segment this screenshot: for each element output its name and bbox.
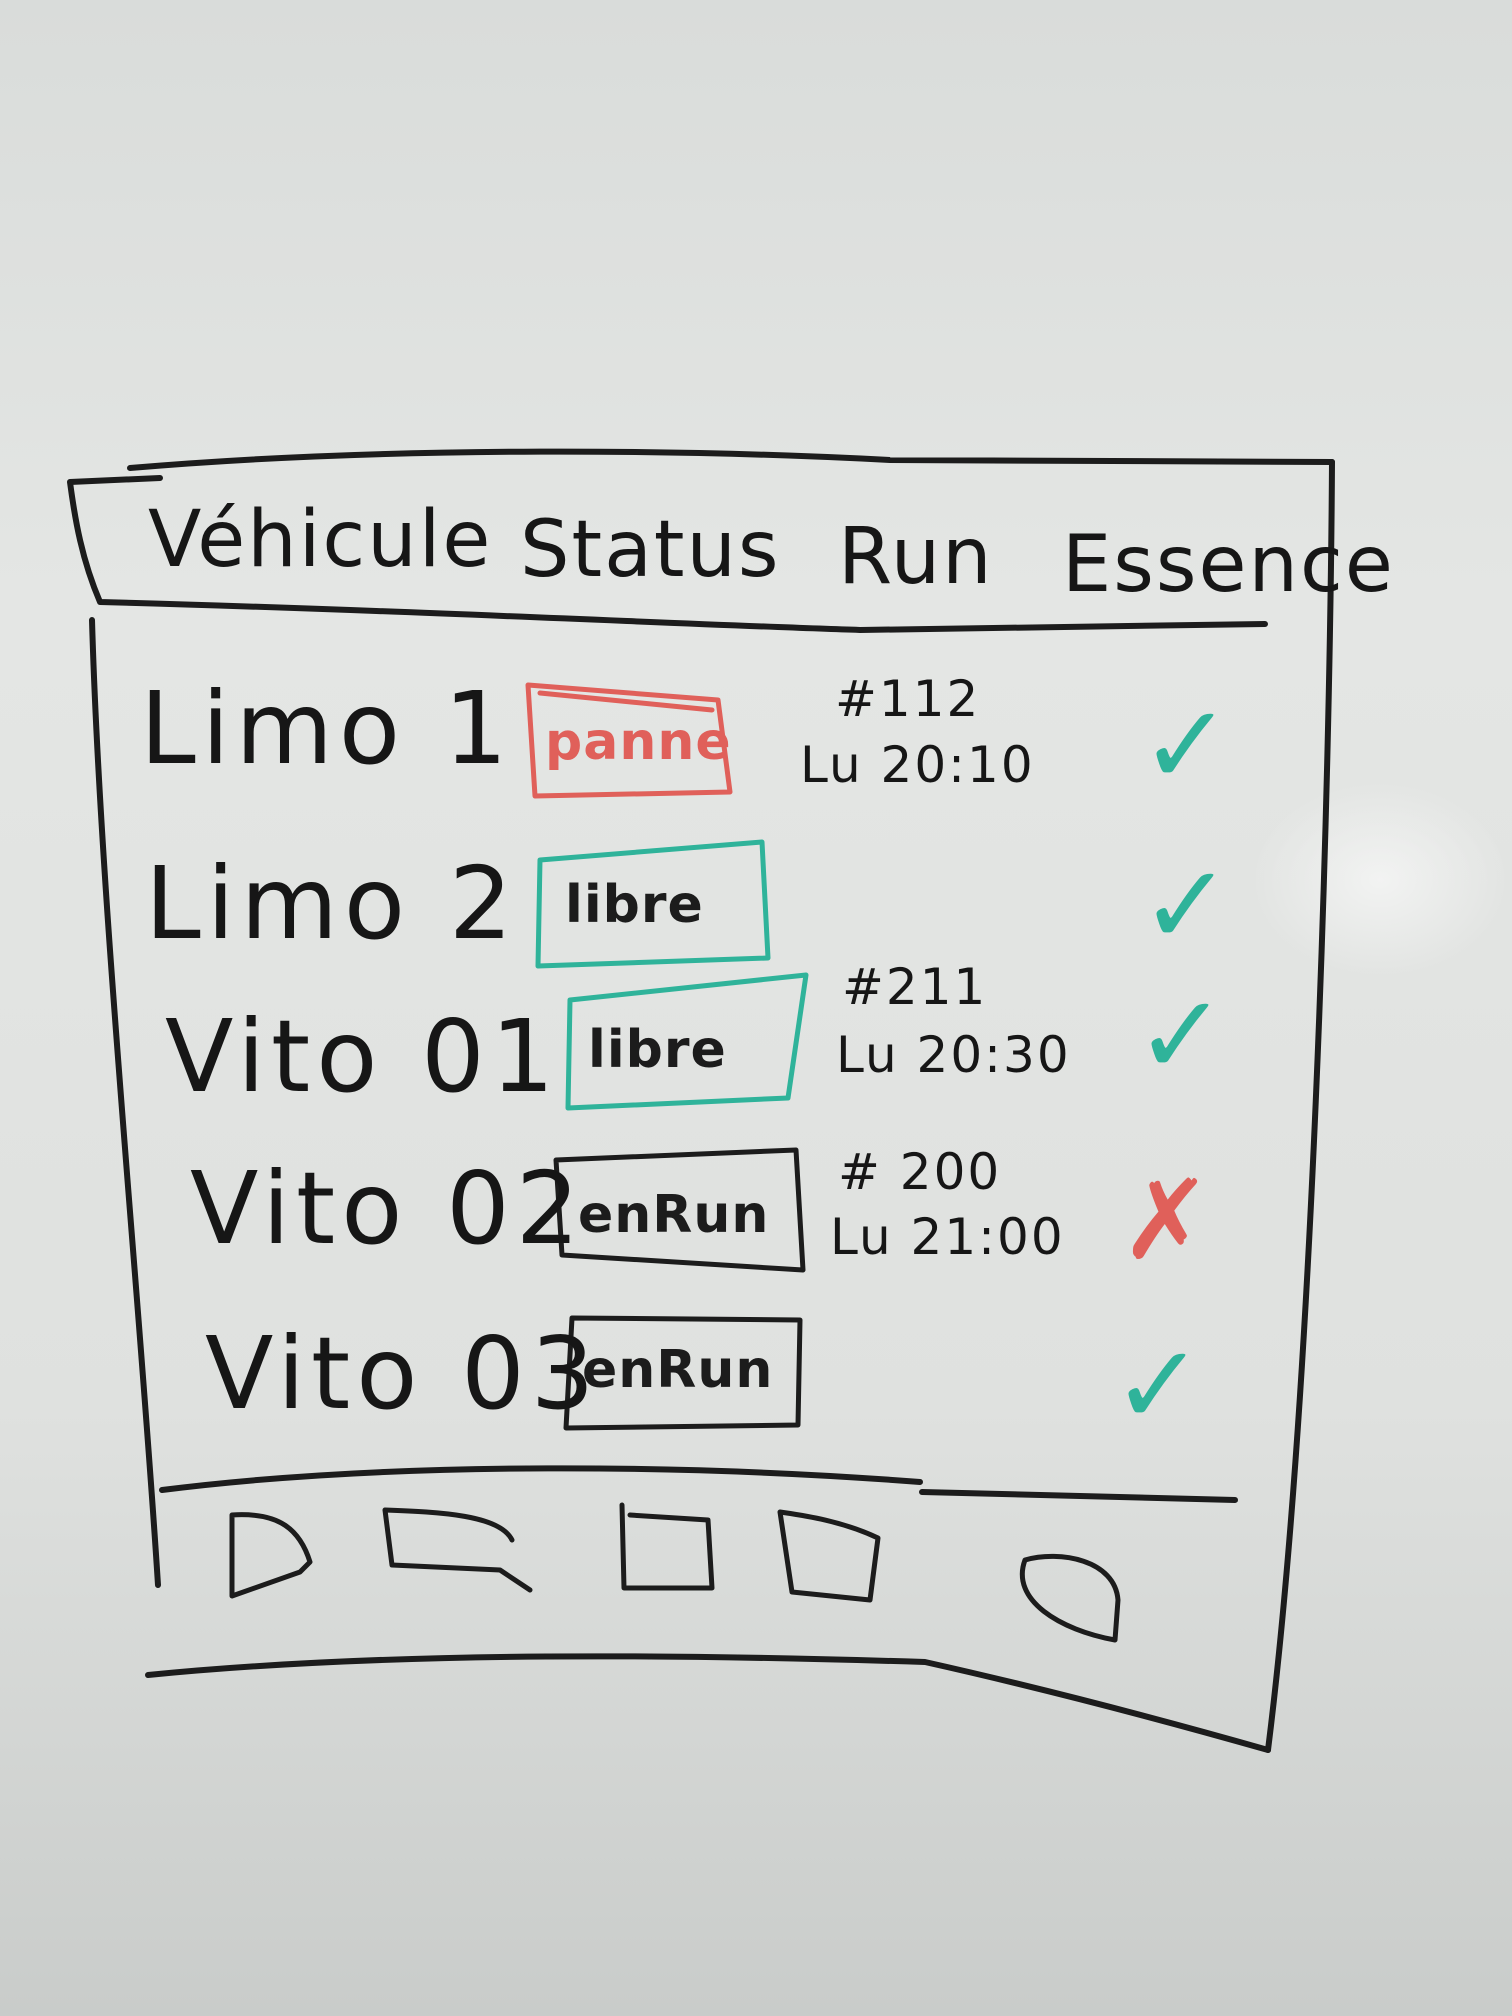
footer-icon-4 [777,1509,881,1603]
header-box [67,475,1268,633]
board-glare [1250,780,1510,980]
run-time: Lu 20:30 [836,1026,1071,1084]
footer-icon-5 [1019,1553,1121,1643]
status-badge[interactable]: libre [565,875,704,935]
frame-top [127,448,1335,471]
footer-icon-3 [619,1502,715,1591]
essence-check-icon: ✓ [1135,971,1230,1099]
run-time: Lu 21:00 [830,1208,1065,1266]
column-header-status: Status [520,505,781,595]
column-header-essence: Essence [1062,520,1395,610]
column-header-vehicule: Véhicule [148,495,493,585]
essence-check-icon: ✓ [1140,681,1235,809]
vehicle-name: Limo 1 [140,670,514,787]
frame-right [1265,459,1335,1753]
run-number: #211 [842,958,988,1016]
column-header-run: Run [838,512,994,602]
status-box-enrun-2 [563,1315,803,1431]
status-box-libre-2 [565,972,809,1111]
vehicle-name: Vito 01 [165,998,561,1115]
status-box-enrun-1 [553,1147,806,1273]
vehicle-name: Limo 2 [145,845,519,962]
frame-left [89,617,161,1588]
status-box-panne [525,682,733,799]
frame-bottom [145,1653,1271,1753]
run-number: # 200 [838,1143,1002,1201]
footer-divider [159,1465,1238,1503]
essence-check-icon: ✓ [1140,841,1235,969]
essence-cross-icon: ✗ [1120,1156,1215,1284]
vehicle-name: Vito 03 [205,1315,601,1432]
run-time: Lu 20:10 [800,736,1035,794]
status-badge[interactable]: enRun [582,1340,774,1400]
run-number: #112 [835,670,981,728]
essence-check-icon: ✓ [1112,1321,1207,1449]
status-badge[interactable]: libre [588,1020,727,1080]
status-box-libre-1 [535,839,771,969]
status-badge[interactable]: enRun [578,1185,770,1245]
vehicle-name: Vito 02 [190,1150,586,1267]
footer-icon-2 [382,1507,533,1593]
status-badge[interactable]: panne [545,712,732,772]
footer-icon-1 [229,1512,313,1599]
